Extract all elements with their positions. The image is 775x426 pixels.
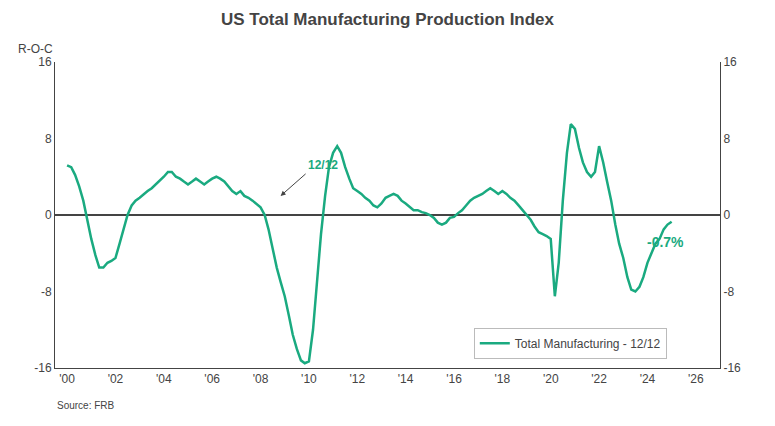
svg-text:'06: '06 <box>204 372 220 386</box>
svg-text:Total Manufacturing - 12/12: Total Manufacturing - 12/12 <box>515 337 661 351</box>
svg-text:US Total Manufacturing Product: US Total Manufacturing Production Index <box>221 10 555 29</box>
svg-text:'20: '20 <box>543 372 559 386</box>
svg-text:'22: '22 <box>591 372 607 386</box>
svg-text:'08: '08 <box>253 372 269 386</box>
svg-text:'18: '18 <box>495 372 511 386</box>
svg-text:8: 8 <box>723 132 730 146</box>
svg-text:16: 16 <box>723 55 737 69</box>
svg-text:Source: FRB: Source: FRB <box>57 400 115 411</box>
svg-text:-0.7%: -0.7% <box>647 234 684 250</box>
svg-text:0: 0 <box>723 208 730 222</box>
svg-text:'02: '02 <box>108 372 124 386</box>
svg-text:'26: '26 <box>688 372 704 386</box>
svg-text:0: 0 <box>45 208 52 222</box>
svg-text:'12: '12 <box>349 372 365 386</box>
svg-text:'00: '00 <box>59 372 75 386</box>
svg-text:8: 8 <box>45 132 52 146</box>
svg-text:'14: '14 <box>398 372 414 386</box>
svg-text:'16: '16 <box>446 372 462 386</box>
svg-text:-8: -8 <box>41 285 52 299</box>
svg-text:'10: '10 <box>301 372 317 386</box>
svg-text:-16: -16 <box>723 361 741 375</box>
svg-text:-16: -16 <box>34 361 52 375</box>
svg-text:12/12: 12/12 <box>308 158 338 172</box>
svg-text:-8: -8 <box>723 285 734 299</box>
svg-text:R-O-C: R-O-C <box>18 42 53 56</box>
svg-text:'24: '24 <box>640 372 656 386</box>
svg-text:16: 16 <box>38 55 52 69</box>
svg-text:'04: '04 <box>156 372 172 386</box>
